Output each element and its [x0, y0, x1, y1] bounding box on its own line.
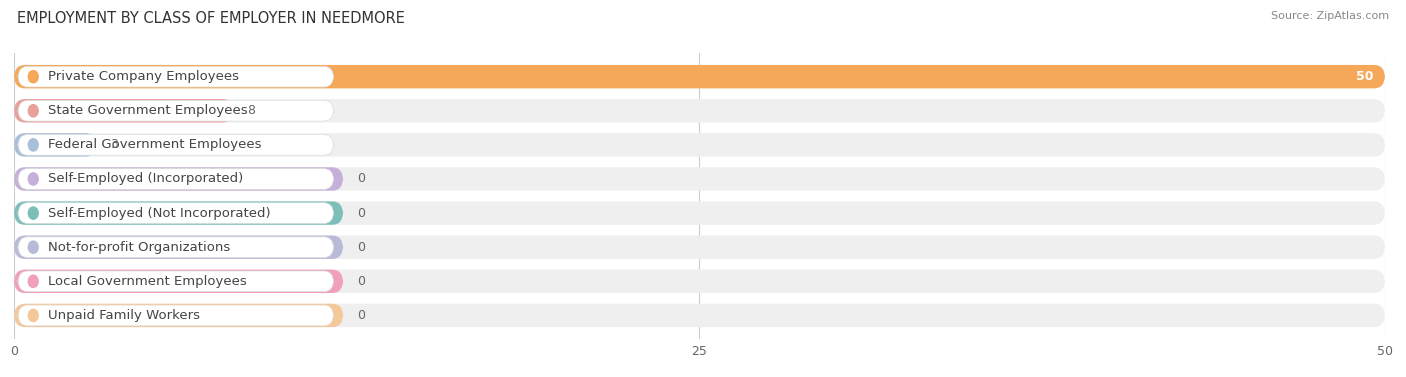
FancyBboxPatch shape [14, 99, 233, 123]
Circle shape [28, 139, 38, 151]
FancyBboxPatch shape [18, 237, 333, 257]
Circle shape [28, 105, 38, 117]
FancyBboxPatch shape [18, 100, 333, 121]
Circle shape [28, 173, 38, 185]
FancyBboxPatch shape [14, 236, 343, 259]
FancyBboxPatch shape [18, 203, 333, 224]
FancyBboxPatch shape [14, 65, 1385, 88]
FancyBboxPatch shape [14, 304, 1385, 327]
FancyBboxPatch shape [18, 135, 333, 155]
Text: 0: 0 [357, 173, 364, 185]
FancyBboxPatch shape [14, 201, 1385, 225]
Text: EMPLOYMENT BY CLASS OF EMPLOYER IN NEEDMORE: EMPLOYMENT BY CLASS OF EMPLOYER IN NEEDM… [17, 11, 405, 26]
Text: 0: 0 [357, 309, 364, 322]
Text: Self-Employed (Not Incorporated): Self-Employed (Not Incorporated) [48, 207, 271, 219]
FancyBboxPatch shape [14, 167, 343, 191]
Text: Local Government Employees: Local Government Employees [48, 275, 247, 288]
Text: 3: 3 [110, 138, 118, 152]
Text: 8: 8 [247, 104, 254, 117]
FancyBboxPatch shape [14, 270, 343, 293]
FancyBboxPatch shape [18, 169, 333, 189]
FancyBboxPatch shape [14, 201, 343, 225]
FancyBboxPatch shape [14, 133, 97, 156]
Circle shape [28, 275, 38, 287]
FancyBboxPatch shape [14, 236, 1385, 259]
Text: 0: 0 [357, 275, 364, 288]
Text: 0: 0 [357, 241, 364, 254]
Circle shape [28, 207, 38, 219]
Text: State Government Employees: State Government Employees [48, 104, 247, 117]
FancyBboxPatch shape [14, 65, 1385, 88]
Text: Private Company Employees: Private Company Employees [48, 70, 239, 83]
FancyBboxPatch shape [18, 66, 333, 87]
Text: Self-Employed (Incorporated): Self-Employed (Incorporated) [48, 173, 243, 185]
Text: Source: ZipAtlas.com: Source: ZipAtlas.com [1271, 11, 1389, 21]
FancyBboxPatch shape [18, 271, 333, 292]
FancyBboxPatch shape [14, 167, 1385, 191]
Text: Federal Government Employees: Federal Government Employees [48, 138, 262, 152]
FancyBboxPatch shape [14, 304, 343, 327]
FancyBboxPatch shape [14, 133, 1385, 156]
FancyBboxPatch shape [18, 305, 333, 326]
Text: Not-for-profit Organizations: Not-for-profit Organizations [48, 241, 231, 254]
FancyBboxPatch shape [14, 270, 1385, 293]
FancyBboxPatch shape [14, 99, 1385, 123]
Text: 50: 50 [1357, 70, 1374, 83]
Text: Unpaid Family Workers: Unpaid Family Workers [48, 309, 200, 322]
Circle shape [28, 70, 38, 83]
Circle shape [28, 309, 38, 322]
Text: 0: 0 [357, 207, 364, 219]
Circle shape [28, 241, 38, 253]
